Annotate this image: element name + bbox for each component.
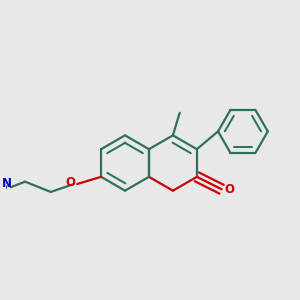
Text: O: O [225, 183, 235, 196]
Text: N: N [2, 178, 11, 190]
Text: O: O [66, 176, 76, 189]
